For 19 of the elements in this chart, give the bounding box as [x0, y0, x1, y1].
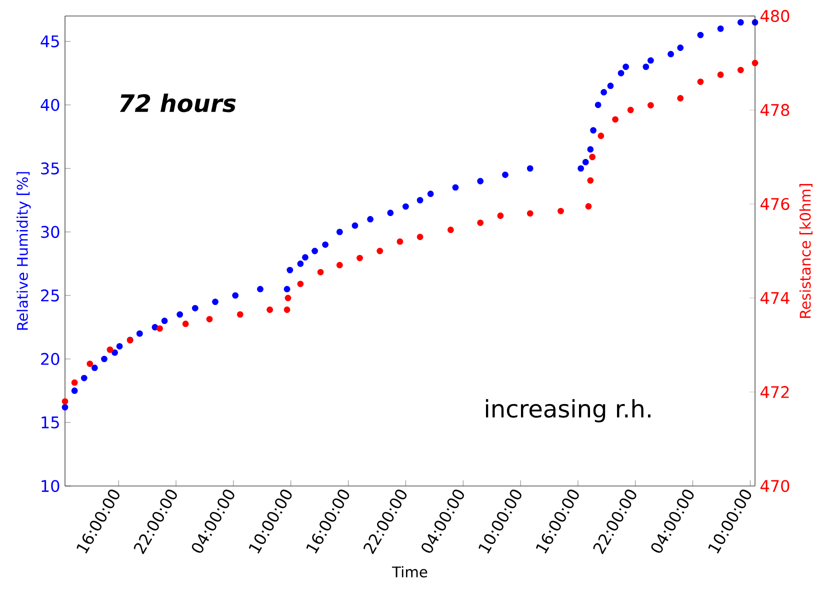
y-tick-label: 30	[41, 226, 60, 238]
y-tick-label: 10	[42, 480, 60, 492]
y-tick-label: 25	[41, 289, 59, 302]
y2-tick-label: 480	[760, 10, 790, 22]
y-tick-label: 20	[41, 352, 60, 366]
annotation: 72 hours	[120, 94, 236, 112]
y2-tick-label: 478	[760, 104, 790, 116]
y-tick-label: 15	[42, 416, 59, 428]
y2-tick-label: 474	[760, 292, 790, 304]
y-tick-label: 40	[40, 98, 60, 111]
y-axis-title: Relative Humidity [%]	[16, 172, 31, 330]
y2-tick-label: 470	[760, 480, 790, 492]
y-tick-label: 35	[41, 162, 59, 174]
y-tick-label: 45	[40, 35, 59, 48]
annotation: increasing r.h.	[486, 399, 650, 422]
x-axis-title: Time	[392, 566, 428, 578]
y2-axis-title: Resistance [k0hm]	[799, 184, 812, 318]
y2-tick-label: 476	[760, 198, 790, 210]
y2-tick-label: 472	[760, 386, 789, 398]
